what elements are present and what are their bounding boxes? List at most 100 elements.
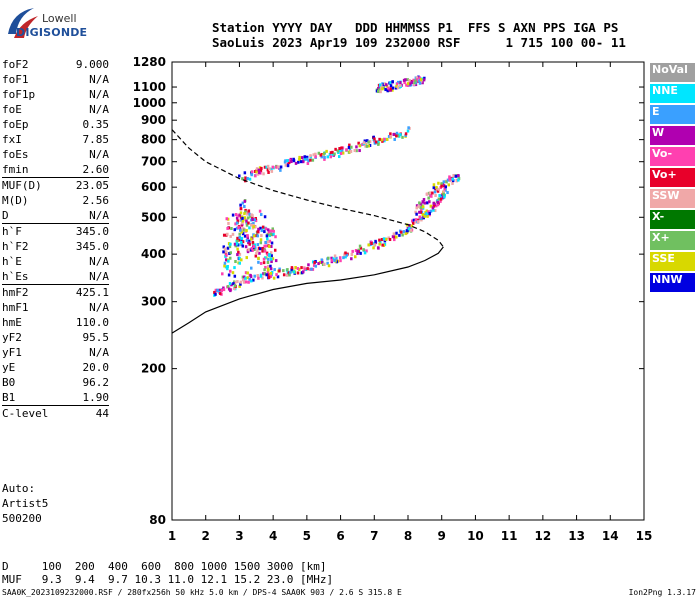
echo-point (282, 269, 285, 273)
echo-point (380, 238, 384, 242)
echo-point (267, 257, 270, 261)
echo-point (274, 259, 278, 263)
echo-point (234, 260, 237, 264)
echo-point (436, 200, 440, 204)
echo-point (404, 232, 407, 236)
echo-point (250, 170, 254, 174)
echo-point (246, 271, 249, 275)
echo-point (271, 227, 274, 231)
x-tick-label: 8 (404, 529, 412, 543)
echo-point (403, 81, 406, 85)
echo-point (309, 158, 312, 162)
echo-point (214, 292, 217, 296)
echo-point (243, 171, 247, 175)
echo-point (296, 271, 300, 275)
echo-point (267, 268, 270, 272)
legend-item: NNE (650, 84, 695, 103)
echo-point (434, 193, 437, 197)
echo-point (262, 172, 265, 176)
echo-point (229, 256, 232, 260)
param-value: 425.1 (75, 286, 109, 299)
echo-point (363, 139, 367, 143)
echo-point (429, 191, 432, 195)
echo-point (254, 246, 257, 250)
echo-point (286, 164, 290, 168)
header-line-2: SaoLuis 2023 Apr19 109 232000 RSF 1 715 … (212, 35, 626, 50)
echo-point (257, 227, 260, 231)
echo-point (431, 206, 435, 210)
auto-label: Auto: (2, 482, 36, 495)
echo-point (244, 276, 247, 280)
param-key: B0 (2, 376, 16, 389)
echo-point (229, 242, 232, 246)
echo-point (415, 206, 418, 210)
echo-point (251, 248, 254, 252)
echo-point (353, 149, 357, 153)
echo-point (391, 86, 395, 90)
echo-point (386, 89, 389, 93)
echo-point (384, 88, 387, 92)
echo-point (330, 256, 333, 260)
echo-point (350, 257, 353, 261)
echo-point (454, 174, 458, 178)
legend-item: SSW (650, 189, 695, 208)
echo-point (262, 272, 265, 276)
echo-point (225, 250, 228, 254)
echo-point (269, 267, 273, 271)
echo-point (259, 261, 263, 265)
echo-point (440, 182, 443, 186)
echo-point (437, 187, 440, 191)
echo-point (422, 198, 426, 202)
echo-point (286, 162, 290, 166)
echo-point (423, 201, 427, 205)
y-tick-label: 80 (149, 513, 166, 527)
echo-point (329, 155, 333, 159)
param-value: N/A (89, 88, 109, 101)
echo-point (248, 177, 252, 181)
echo-point (238, 174, 241, 178)
echo-point (341, 151, 345, 155)
echo-point (439, 199, 442, 203)
y-tick-label: 1280 (133, 55, 166, 69)
echo-point (243, 199, 247, 203)
echo-point (457, 178, 460, 182)
echo-point (287, 271, 291, 275)
echo-point (254, 254, 258, 258)
echo-point (273, 268, 276, 272)
echo-point (412, 218, 416, 222)
echo-point (218, 292, 222, 296)
echo-point (244, 176, 247, 180)
echo-point (257, 276, 260, 280)
echo-point (266, 270, 270, 274)
echo-point (213, 290, 216, 294)
echo-point (354, 248, 358, 252)
echo-point (226, 264, 229, 268)
echo-point (319, 153, 323, 157)
param-key: h`Es (2, 270, 29, 283)
echo-point (422, 78, 426, 82)
x-tick-label: 7 (370, 529, 378, 543)
echo-point (381, 82, 384, 86)
echo-point (410, 80, 413, 84)
echo-point (262, 257, 266, 261)
echo-point (389, 87, 393, 91)
echo-point (301, 160, 305, 164)
param-row: D N/A (2, 208, 109, 223)
echo-point (258, 171, 261, 175)
echo-point (310, 267, 313, 271)
echo-point (427, 210, 430, 214)
echo-point (226, 246, 230, 250)
echo-point (247, 209, 251, 213)
param-key: yF2 (2, 331, 22, 344)
echo-point (270, 241, 274, 245)
echo-point (407, 126, 410, 130)
echo-point (354, 255, 357, 259)
echo-point (300, 266, 303, 270)
echo-point (259, 241, 263, 245)
echo-point (239, 282, 242, 286)
echo-point (314, 152, 317, 156)
echo-point (246, 234, 249, 238)
echo-point (223, 261, 227, 265)
echo-point (329, 151, 333, 155)
echo-point (238, 232, 241, 236)
